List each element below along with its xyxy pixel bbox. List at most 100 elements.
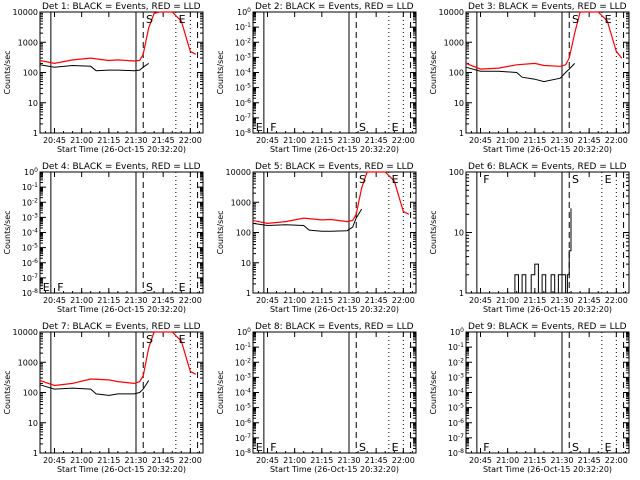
series-events <box>39 380 150 396</box>
chart-panel-det-2: Det 2: BLACK = Events, RED = LLD Counts/s… <box>216 2 417 154</box>
plot-frame <box>465 331 630 454</box>
x-tick-label: 20:45 <box>469 456 492 465</box>
y-tick-label: 1 <box>246 289 251 298</box>
x-tick-label: 22:00 <box>179 456 202 465</box>
y-tick-label: 10 <box>454 229 464 238</box>
x-tick-label: 21:15 <box>523 296 546 305</box>
marker-s: S <box>359 121 366 134</box>
x-axis-label: Start Time (26-Oct-15 20:32:20) <box>57 145 186 154</box>
x-tick-label: 22:00 <box>179 296 202 305</box>
y-tick-label: 10-5 <box>235 403 251 413</box>
y-tick-label: 10-6 <box>235 418 251 428</box>
x-axis-label: Start Time (26-Oct-15 20:32:20) <box>483 465 612 474</box>
chart-title: Det 8: BLACK = Events, RED = LLD <box>255 322 414 332</box>
y-tick-label: 100 <box>450 327 464 337</box>
y-axis-label: Counts/sec <box>429 370 438 414</box>
x-tick-label: 21:30 <box>124 136 147 145</box>
y-tick-label: 10-5 <box>22 243 38 253</box>
marker-f: F <box>270 121 276 134</box>
y-axis-label: Counts/sec <box>429 50 438 94</box>
y-axis-label: Counts/sec <box>3 210 12 254</box>
chart-title: Det 1: BLACK = Events, RED = LLD <box>42 2 201 12</box>
y-tick-label: 10 <box>241 259 251 268</box>
y-tick-label: 10-7 <box>448 433 464 443</box>
series-events <box>465 63 576 83</box>
x-tick-label: 21:15 <box>310 456 333 465</box>
chart-panel-det-9: Det 9: BLACK = Events, RED = LLD Counts/s… <box>429 322 630 474</box>
x-tick-label: 21:30 <box>124 456 147 465</box>
marker-e: E <box>392 121 399 134</box>
plot-frame <box>465 11 630 134</box>
y-tick-label: 10-4 <box>235 68 251 78</box>
x-tick-label: 21:45 <box>152 296 175 305</box>
marker-s: S <box>146 13 153 26</box>
y-axis-label: Counts/sec <box>216 210 225 254</box>
plot-frame <box>252 11 417 134</box>
marker-e: E <box>256 441 263 454</box>
y-tick-label: 10-3 <box>448 372 464 382</box>
marker-e: E <box>392 173 399 186</box>
y-tick-label: 10-1 <box>448 342 464 352</box>
chart-title: Det 4: BLACK = Events, RED = LLD <box>42 162 201 172</box>
y-tick-label: 100 <box>23 69 38 78</box>
marker-s: S <box>359 173 366 186</box>
y-axis-label: Counts/sec <box>3 370 12 414</box>
plot-frame <box>465 171 630 294</box>
y-tick-label: 10-8 <box>448 448 464 458</box>
y-tick-label: 1000 <box>444 38 464 47</box>
y-tick-label: 10-4 <box>448 388 464 398</box>
marker-e: E <box>605 441 612 454</box>
marker-e: E <box>179 13 186 26</box>
x-tick-label: 21:45 <box>578 456 601 465</box>
y-tick-label: 10-5 <box>448 403 464 413</box>
y-axis-label: Counts/sec <box>429 210 438 254</box>
chart-title: Det 6: BLACK = Events, RED = LLD <box>468 162 627 172</box>
y-tick-label: 100 <box>449 168 464 177</box>
y-tick-label: 1000 <box>18 38 38 47</box>
chart-title: Det 5: BLACK = Events, RED = LLD <box>255 162 414 172</box>
marker-f: F <box>57 281 63 294</box>
y-tick-label: 100 <box>23 389 38 398</box>
marker-s: S <box>359 441 366 454</box>
chart-title: Det 9: BLACK = Events, RED = LLD <box>468 322 627 332</box>
y-tick-label: 10-2 <box>235 37 251 47</box>
x-tick-label: 21:45 <box>365 136 388 145</box>
y-tick-label: 1 <box>33 129 38 138</box>
series-events <box>513 208 572 294</box>
y-tick-label: 1 <box>33 449 38 458</box>
chart-panel-det-5: Det 5: BLACK = Events, RED = LLD Counts/s… <box>216 162 417 314</box>
x-tick-label: 21:00 <box>496 456 519 465</box>
x-tick-label: 21:00 <box>70 296 93 305</box>
x-tick-label: 22:00 <box>605 136 628 145</box>
x-tick-label: 21:45 <box>152 136 175 145</box>
y-tick-label: 10-2 <box>448 357 464 367</box>
y-tick-label: 10-2 <box>22 197 38 207</box>
y-tick-label: 10-6 <box>448 418 464 428</box>
marker-s: S <box>572 173 579 186</box>
y-tick-label: 100 <box>237 7 251 17</box>
marker-e: E <box>605 173 612 186</box>
series-lld <box>465 11 623 70</box>
x-tick-label: 21:45 <box>578 136 601 145</box>
x-tick-label: 21:45 <box>152 456 175 465</box>
y-tick-label: 10-8 <box>22 288 38 298</box>
x-axis-label: Start Time (26-Oct-15 20:32:20) <box>270 145 399 154</box>
x-axis-label: Start Time (26-Oct-15 20:32:20) <box>483 145 612 154</box>
plot-frame <box>39 331 204 454</box>
y-tick-label: 10-8 <box>235 128 251 138</box>
series-lld <box>39 331 197 387</box>
y-tick-label: 1 <box>459 289 464 298</box>
y-tick-label: 10-2 <box>235 357 251 367</box>
x-tick-label: 22:00 <box>179 136 202 145</box>
chart-panel-det-4: Det 4: BLACK = Events, RED = LLD Counts/s… <box>3 162 204 314</box>
x-tick-label: 21:00 <box>283 296 306 305</box>
y-tick-label: 10 <box>28 99 38 108</box>
chart-title: Det 2: BLACK = Events, RED = LLD <box>255 2 414 12</box>
chart-title: Det 3: BLACK = Events, RED = LLD <box>468 2 627 12</box>
y-tick-label: 10000 <box>226 168 251 177</box>
plot-frame <box>39 171 204 294</box>
x-tick-label: 21:45 <box>365 296 388 305</box>
x-tick-label: 20:45 <box>256 136 279 145</box>
y-tick-label: 10000 <box>13 8 38 17</box>
x-tick-label: 21:15 <box>97 136 120 145</box>
